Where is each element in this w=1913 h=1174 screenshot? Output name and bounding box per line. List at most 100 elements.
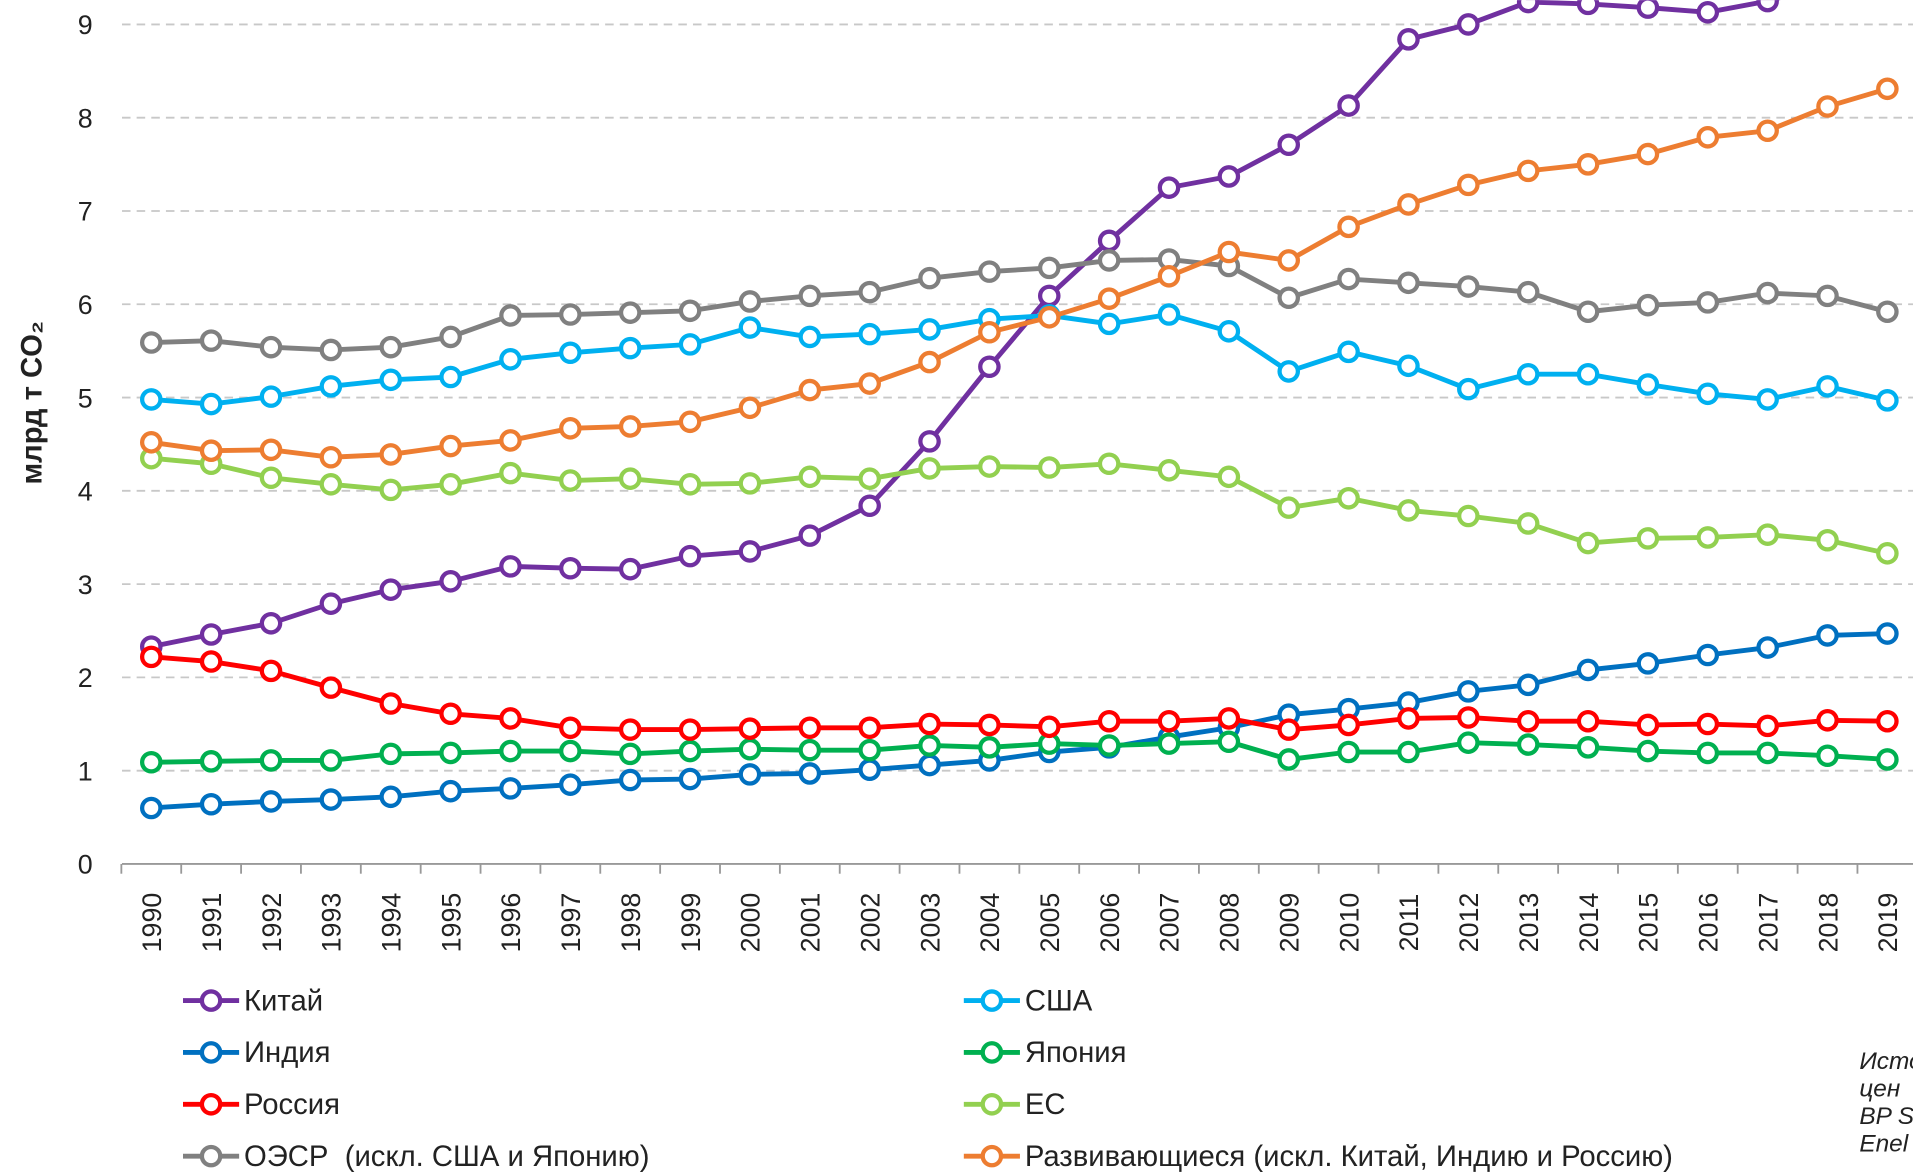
y-tick-label: 0	[78, 850, 93, 880]
x-tick-label: 2008	[1215, 893, 1245, 953]
data-point	[1097, 452, 1121, 476]
y-tick-label: 4	[78, 477, 93, 507]
data-point	[1516, 362, 1540, 386]
data-point	[1097, 249, 1121, 272]
data-point	[1337, 740, 1360, 764]
source-note: Исто	[1859, 1048, 1913, 1075]
legend-marker	[199, 1041, 223, 1064]
x-tick-label: 2000	[736, 893, 766, 953]
data-point	[1816, 624, 1839, 647]
x-tick-label: 2007	[1155, 893, 1185, 953]
data-point	[858, 467, 881, 490]
legend-marker	[980, 1144, 1004, 1168]
legend-marker	[199, 1144, 223, 1168]
y-tick-label: 3	[78, 570, 93, 600]
data-point	[319, 473, 343, 496]
data-point	[1337, 267, 1360, 291]
x-tick-label: 1994	[377, 893, 407, 953]
data-point	[1876, 709, 1899, 733]
data-point	[439, 473, 462, 496]
data-point	[1756, 741, 1779, 765]
data-point	[1037, 256, 1061, 280]
x-tick-label: 1999	[676, 893, 706, 953]
data-point	[439, 365, 462, 389]
data-point	[199, 329, 223, 352]
data-point	[559, 469, 582, 492]
data-point	[1876, 300, 1899, 324]
x-tick-label: 1992	[257, 893, 287, 953]
data-point	[858, 280, 881, 304]
data-point	[1636, 373, 1660, 396]
x-tick-label: 2001	[796, 893, 826, 953]
data-point	[1756, 119, 1779, 143]
x-tick-label: 2015	[1634, 893, 1664, 953]
legend-label: ЕС	[1025, 1088, 1066, 1121]
x-tick-label: 2006	[1095, 893, 1125, 953]
data-point	[1217, 465, 1241, 489]
data-point	[199, 750, 223, 773]
data-point	[1636, 713, 1660, 737]
data-point	[1756, 388, 1779, 411]
data-point	[499, 739, 522, 763]
data-point	[559, 341, 582, 365]
data-point	[678, 739, 702, 763]
data-point	[1876, 542, 1899, 565]
data-point	[1816, 375, 1839, 398]
data-point	[559, 417, 582, 440]
x-tick-label: 1995	[436, 893, 466, 953]
plot-area	[139, 0, 1899, 820]
data-point	[1457, 680, 1480, 703]
data-point	[1037, 284, 1061, 308]
data-point	[499, 555, 522, 578]
data-point	[1696, 643, 1720, 667]
data-point	[738, 717, 762, 740]
data-point	[259, 611, 283, 635]
data-point	[439, 702, 462, 726]
data-point	[1636, 293, 1660, 317]
data-point	[1576, 531, 1600, 555]
data-point	[618, 467, 642, 490]
series-line	[151, 739, 1888, 765]
y-tick-label: 2	[78, 663, 93, 693]
legend-label: Развивающиеся (искл. Китай, Индию и Росс…	[1025, 1140, 1673, 1173]
y-tick-label: 1	[78, 756, 93, 786]
data-point	[1516, 733, 1540, 756]
data-point	[1756, 636, 1779, 659]
data-point	[1217, 730, 1241, 754]
data-point	[1576, 736, 1600, 759]
data-point	[618, 742, 642, 766]
data-point	[1097, 287, 1121, 310]
data-point	[918, 430, 941, 453]
x-tick-label: 1993	[317, 893, 347, 953]
x-tick-label: 1991	[197, 893, 227, 953]
data-point	[1157, 303, 1181, 326]
data-point	[439, 434, 462, 458]
data-point	[1157, 264, 1181, 288]
data-point	[1576, 153, 1600, 176]
data-point	[1516, 280, 1540, 304]
data-point	[199, 623, 223, 646]
data-point	[1337, 215, 1360, 239]
data-point	[678, 767, 702, 791]
data-point	[978, 320, 1001, 344]
data-point	[499, 429, 522, 452]
data-point	[559, 303, 582, 326]
data-point	[1397, 707, 1420, 730]
data-point	[918, 350, 941, 374]
data-point	[259, 335, 283, 359]
series-line	[151, 631, 1888, 811]
data-point	[978, 355, 1001, 379]
data-point	[918, 266, 941, 290]
data-point	[1097, 312, 1121, 336]
data-point	[1097, 709, 1121, 733]
data-point	[1696, 526, 1720, 549]
data-point	[319, 338, 343, 362]
x-tick-label: 2004	[975, 893, 1005, 953]
legend-marker	[199, 1093, 223, 1116]
legend-label: Россия	[244, 1088, 340, 1121]
data-point	[858, 372, 881, 395]
data-point	[798, 716, 822, 740]
y-tick-label: 8	[78, 103, 93, 133]
data-point	[1696, 1, 1720, 24]
data-point	[319, 445, 343, 469]
